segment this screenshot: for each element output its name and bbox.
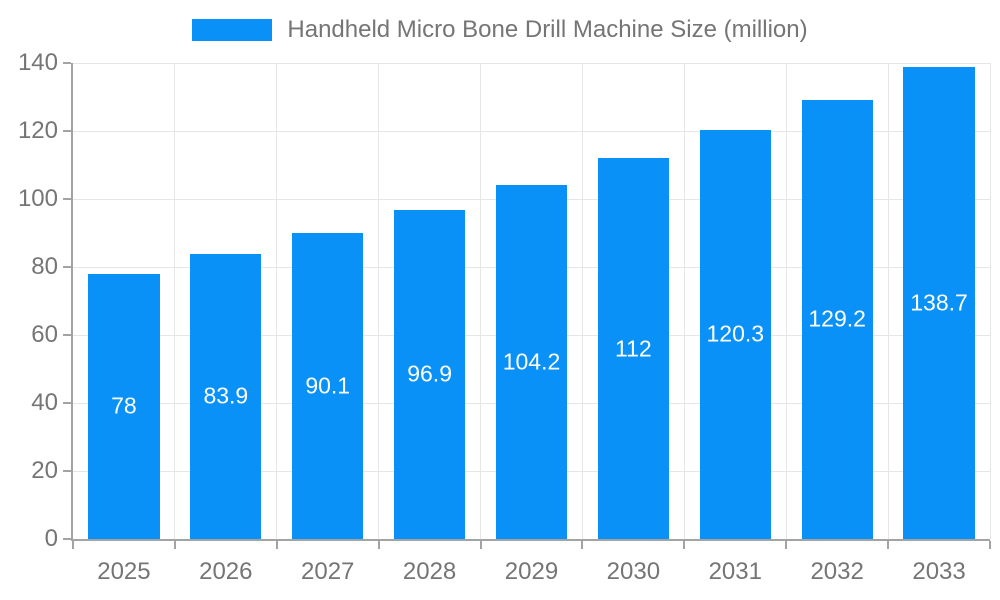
x-tick-label: 2032: [810, 558, 864, 585]
x-tick: [173, 541, 176, 549]
x-gridline: [683, 63, 685, 539]
y-tick: [63, 62, 71, 64]
y-tick: [63, 538, 71, 540]
y-tick: [63, 266, 71, 268]
y-tick: [63, 198, 71, 200]
bar[interactable]: [495, 184, 568, 539]
y-tick: [63, 402, 71, 404]
x-gridline: [581, 63, 583, 539]
x-gridline: [887, 63, 889, 539]
x-tick: [887, 541, 890, 549]
y-gridline: [73, 130, 990, 132]
x-tick-label: 2029: [504, 558, 559, 585]
bar[interactable]: [393, 209, 466, 539]
y-tick-label: 140: [17, 49, 58, 76]
y-tick: [63, 334, 71, 336]
x-tick-label: 2028: [402, 558, 457, 585]
x-tick: [479, 541, 482, 549]
x-tick-label: 2027: [301, 558, 355, 585]
legend-item[interactable]: Handheld Micro Bone Drill Machine Size (…: [0, 17, 1000, 43]
x-tick: [377, 541, 380, 549]
x-tick: [275, 541, 278, 549]
x-tick-label: 2025: [97, 558, 151, 585]
legend-swatch: [192, 19, 273, 41]
x-gridline: [276, 63, 278, 539]
x-gridline: [174, 63, 176, 539]
x-tick: [683, 541, 686, 549]
bar[interactable]: [699, 129, 771, 539]
bar[interactable]: [190, 253, 262, 539]
y-gridline: [73, 62, 990, 64]
x-gridline: [785, 63, 787, 539]
legend-label: Handheld Micro Bone Drill Machine Size (…: [287, 16, 808, 43]
x-tick: [581, 541, 584, 549]
x-tick-label: 2033: [912, 558, 966, 585]
bar[interactable]: [597, 158, 670, 539]
x-tick-label: 2030: [606, 558, 661, 585]
x-gridline: [378, 63, 380, 539]
x-tick: [785, 541, 788, 549]
y-tick-label: 120: [17, 117, 58, 144]
y-tick-label: 60: [31, 321, 58, 348]
bar[interactable]: [88, 273, 160, 539]
y-tick: [63, 130, 71, 132]
x-axis: [71, 539, 990, 541]
x-tick: [72, 541, 74, 549]
bar[interactable]: [801, 99, 873, 539]
y-tick-label: 40: [31, 389, 58, 416]
y-tick-label: 20: [31, 457, 58, 484]
x-tick-label: 2026: [199, 558, 253, 585]
y-tick-label: 0: [44, 525, 58, 552]
x-gridline: [480, 63, 482, 539]
y-tick-label: 100: [17, 185, 58, 212]
x-tick-label: 2031: [708, 558, 762, 585]
x-tick: [989, 541, 991, 549]
y-tick: [63, 470, 71, 472]
y-axis: [71, 63, 73, 541]
x-gridline: [989, 63, 991, 539]
bar[interactable]: [292, 232, 364, 539]
y-tick-label: 80: [31, 253, 58, 280]
bar[interactable]: [903, 67, 975, 539]
